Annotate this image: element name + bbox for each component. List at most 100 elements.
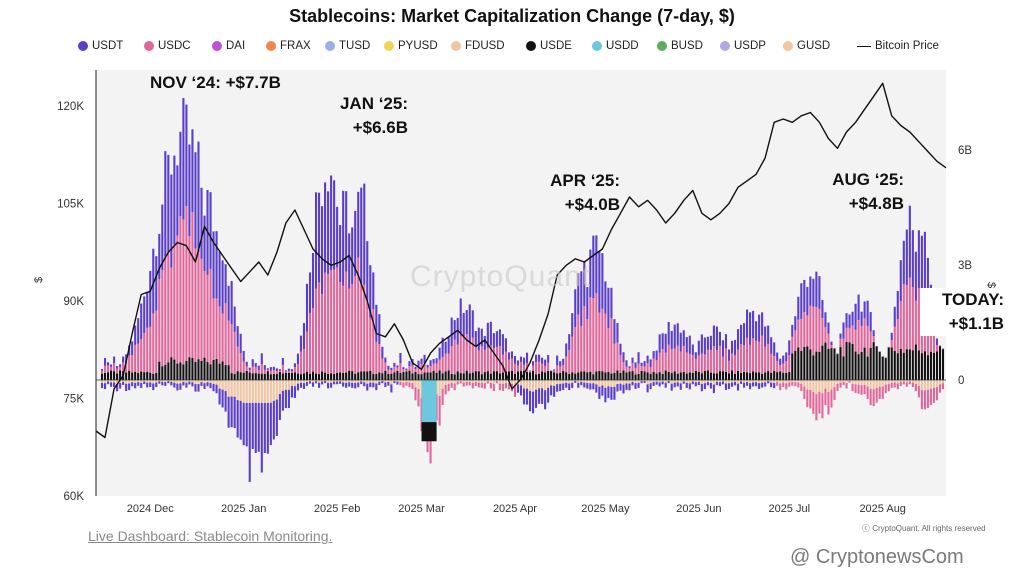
bar-usdt	[525, 352, 529, 363]
bar-negative	[682, 381, 685, 384]
bar-fdusd	[188, 380, 191, 382]
live-dashboard-link[interactable]: Live Dashboard: Stablecoin Monitoring.	[88, 528, 333, 544]
bar-usde	[694, 370, 697, 380]
bar-usde	[330, 373, 333, 380]
bar-fdusd	[134, 380, 137, 383]
bar-usde	[676, 373, 679, 380]
bar-negative	[694, 382, 697, 387]
bar-usdc	[818, 308, 821, 352]
bar-usde	[631, 371, 634, 380]
bar-negative	[715, 381, 718, 386]
bar-negative	[806, 389, 809, 408]
bar-usdt	[694, 352, 697, 359]
bar-usdt	[926, 257, 929, 295]
bar-usdt	[580, 271, 583, 326]
bar-usdc	[634, 367, 637, 375]
bar-usdc	[185, 206, 188, 361]
bar-negative	[399, 381, 402, 386]
bar-fdusd	[149, 380, 152, 383]
bar-usdc	[872, 336, 875, 343]
bar-usdc	[935, 345, 939, 352]
bar-negative	[134, 382, 137, 389]
bar-negative	[107, 381, 110, 385]
bar-usdc	[749, 344, 752, 374]
bar-fdusd	[845, 380, 848, 383]
legend-swatch	[451, 41, 461, 51]
bar-usdc	[501, 354, 504, 373]
bar-usdc	[697, 355, 700, 372]
bar-negative	[586, 383, 589, 389]
bar-negative	[767, 381, 770, 384]
bar-usdc	[568, 350, 571, 374]
bar-usde	[755, 372, 758, 380]
bar-negative	[224, 391, 227, 412]
bar-usdt	[336, 206, 339, 268]
bar-usdc	[519, 361, 523, 372]
bar-usdt	[664, 333, 667, 353]
bar-usdt	[553, 369, 556, 371]
bar-usde	[664, 370, 667, 380]
bar-usde	[809, 349, 812, 380]
bar-usdt	[426, 364, 429, 368]
bar-fdusd	[866, 380, 869, 387]
bar-usdt	[351, 227, 354, 284]
bar-usdc	[197, 251, 200, 360]
bar-usde	[791, 353, 794, 380]
bar-usde	[839, 347, 842, 380]
bar-negative	[842, 381, 845, 386]
bar-usde	[366, 371, 369, 380]
bar-fdusd	[679, 380, 682, 384]
bar-negative	[884, 384, 887, 394]
bar-negative	[269, 402, 272, 446]
bar-usdc	[435, 363, 438, 373]
bar-usdc	[637, 363, 640, 374]
bar-usde	[794, 350, 797, 380]
bar-fdusd	[321, 380, 324, 382]
bar-usdt	[893, 306, 896, 327]
bar-fdusd	[348, 380, 351, 383]
bar-negative	[908, 381, 911, 385]
bar-usdt	[941, 348, 945, 350]
bar-negative	[103, 383, 107, 390]
bar-fdusd	[932, 380, 935, 389]
annotation-apr-25: APR ‘25: +$4.0B	[530, 169, 620, 217]
bar-usdt	[224, 264, 227, 304]
bar-usdt	[637, 352, 640, 364]
bar-usdt	[158, 233, 161, 279]
bar-usdt	[842, 322, 845, 339]
bar-fdusd	[836, 380, 839, 384]
bar-fdusd	[923, 380, 926, 391]
bar-usdc	[281, 364, 284, 374]
bar-fdusd	[773, 380, 776, 383]
bar-usde	[296, 373, 300, 380]
bar-usdt	[492, 333, 495, 349]
bar-usdc	[215, 298, 218, 359]
bar-usdt	[420, 358, 423, 365]
bar-fdusd	[758, 380, 761, 384]
bar-usde	[119, 370, 122, 380]
bar-negative	[604, 387, 607, 403]
bar-negative	[827, 392, 830, 415]
bar-usdc	[471, 337, 474, 373]
bar-usdc	[559, 366, 562, 373]
bar-fdusd	[278, 380, 281, 395]
bar-fdusd	[565, 380, 568, 383]
bar-usdt	[287, 368, 290, 372]
bar-usdt	[305, 283, 309, 332]
bar-usdt	[767, 325, 770, 344]
bar-usde	[110, 370, 113, 380]
bar-usde	[682, 372, 685, 380]
bar-negative	[305, 382, 309, 386]
bar-usdc	[327, 274, 330, 374]
bar-usdt	[541, 357, 544, 364]
bar-fdusd	[791, 380, 794, 382]
bar-usde	[938, 345, 942, 380]
bar-usdt	[504, 338, 507, 352]
bar-usdc	[224, 303, 227, 365]
bar-fdusd	[369, 380, 372, 383]
bar-usde	[432, 370, 435, 380]
bar-usde	[284, 372, 287, 380]
bar-usde	[887, 347, 890, 380]
bar-negative	[522, 388, 526, 405]
bar-negative	[541, 388, 544, 404]
